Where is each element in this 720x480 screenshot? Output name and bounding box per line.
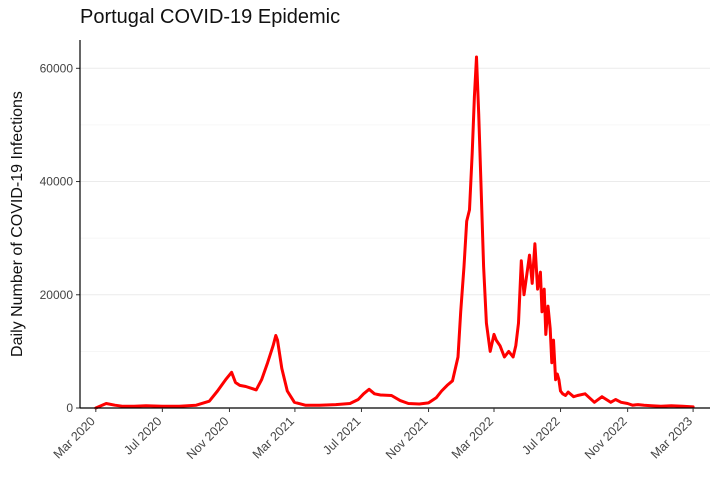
axes	[76, 40, 710, 412]
y-tick-label: 40000	[40, 175, 74, 189]
x-tick-label: Mar 2020	[51, 414, 98, 461]
series-line-layer	[94, 55, 695, 410]
x-tick-label: Jul 2021	[320, 414, 363, 457]
chart-title: Portugal COVID-19 Epidemic	[80, 6, 341, 28]
x-tick-label: Mar 2022	[449, 414, 496, 461]
x-tick-label: Jul 2020	[121, 414, 164, 457]
x-tick-label: Nov 2021	[383, 414, 431, 462]
x-tick-labels: Mar 2020 Jul 2020 Nov 2020 Mar 2021 Jul 2021…	[51, 414, 696, 462]
y-tick-labels: 0 20000 40000 60000	[40, 61, 74, 415]
y-axis-title: Daily Number of COVID-19 Infections	[9, 91, 26, 357]
y-tick-label: 20000	[40, 288, 74, 302]
series-line	[94, 55, 695, 410]
x-tick-label: Jul 2022	[519, 414, 562, 457]
x-tick-label: Mar 2023	[648, 414, 695, 461]
x-tick-label: Nov 2022	[582, 414, 630, 462]
x-tick-label: Nov 2020	[184, 414, 232, 462]
gridlines	[80, 67, 710, 352]
x-tick-label: Mar 2021	[250, 414, 297, 461]
y-tick-label: 0	[66, 401, 73, 415]
y-tick-label: 60000	[40, 61, 74, 75]
